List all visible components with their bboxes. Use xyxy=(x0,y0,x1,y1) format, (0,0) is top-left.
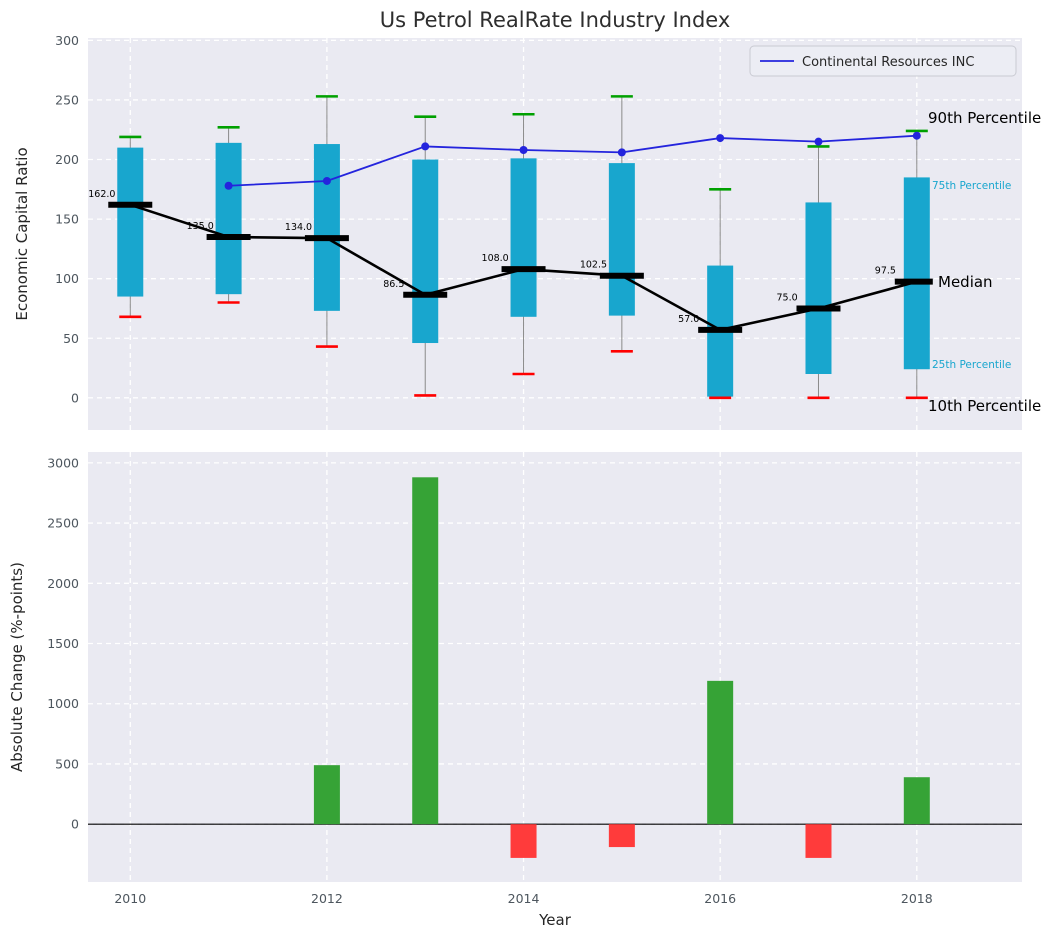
tick-labels: 0501001502002503000500100015002000250030… xyxy=(47,33,933,906)
top-y-axis-label: Economic Capital Ratio xyxy=(13,147,31,320)
change-bar xyxy=(805,824,832,858)
x-tick-label: 2012 xyxy=(311,891,343,906)
bottom-y-tick-label: 0 xyxy=(71,817,79,832)
top-y-tick-label: 100 xyxy=(55,271,79,286)
company-point xyxy=(912,131,921,140)
legend-box xyxy=(749,45,1017,77)
annotation-90th-percentile: 90th Percentile xyxy=(928,109,1041,127)
bottom-plot-content xyxy=(88,477,1022,858)
change-bar xyxy=(412,477,439,825)
top-y-tick-label: 0 xyxy=(71,390,79,405)
company-point xyxy=(322,176,331,185)
median-value-label: 57.0 xyxy=(678,314,699,325)
annotation-25th-percentile: 25th Percentile xyxy=(932,359,1011,371)
change-bar xyxy=(313,765,340,825)
top-y-tick-label: 250 xyxy=(55,92,79,107)
bottom-y-tick-label: 1500 xyxy=(47,636,79,651)
company-point xyxy=(224,181,233,190)
x-axis-label: Year xyxy=(538,911,572,929)
x-tick-label: 2018 xyxy=(901,891,933,906)
x-tick-label: 2014 xyxy=(508,891,540,906)
change-bar xyxy=(510,824,537,858)
change-bar xyxy=(608,824,635,848)
median-value-label: 86.5 xyxy=(383,279,404,290)
median-value-label: 97.5 xyxy=(875,266,896,277)
top-y-tick-label: 200 xyxy=(55,152,79,167)
top-y-tick-label: 300 xyxy=(55,33,79,48)
iqr-box xyxy=(313,144,340,311)
iqr-box xyxy=(412,159,439,344)
median-value-label: 135.0 xyxy=(187,221,214,232)
change-bar xyxy=(707,680,734,825)
median-value-label: 75.0 xyxy=(776,292,797,303)
bottom-y-tick-label: 2500 xyxy=(47,516,79,531)
change-bar xyxy=(903,777,930,825)
company-line xyxy=(228,134,917,187)
bottom-y-tick-label: 500 xyxy=(55,756,79,771)
x-tick-label: 2016 xyxy=(704,891,736,906)
chart-title: Us Petrol RealRate Industry Index xyxy=(380,8,731,32)
top-y-tick-label: 50 xyxy=(63,331,79,346)
x-tick-label: 2010 xyxy=(114,891,146,906)
company-point xyxy=(716,134,725,143)
company-point xyxy=(814,137,823,146)
median-value-label: 102.5 xyxy=(580,260,607,271)
iqr-box xyxy=(117,147,144,297)
top-plot-content: 162.0 135.0 134.0 86.5 108.0 102.5 57.0 75.0 97.… xyxy=(88,95,933,400)
iqr-box xyxy=(215,142,242,295)
median-value-label: 162.0 xyxy=(88,189,115,200)
median-value-label: 134.0 xyxy=(285,222,312,233)
company-point xyxy=(617,148,626,157)
company-point xyxy=(421,142,430,151)
iqr-box xyxy=(510,158,537,317)
bottom-y-tick-label: 2000 xyxy=(47,576,79,591)
legend: Continental Resources INC xyxy=(749,45,1017,77)
iqr-box xyxy=(805,202,832,374)
iqr-box xyxy=(903,177,930,370)
annotation-10th-percentile: 10th Percentile xyxy=(928,397,1041,415)
bottom-y-tick-label: 3000 xyxy=(47,455,79,470)
top-y-tick-label: 150 xyxy=(55,212,79,227)
iqr-box xyxy=(608,163,635,316)
median-value-label: 108.0 xyxy=(482,253,509,264)
bottom-y-axis-label: Absolute Change (%-points) xyxy=(8,562,26,772)
bottom-axes-background xyxy=(88,452,1022,882)
annotation-75th-percentile: 75th Percentile xyxy=(932,180,1011,192)
legend-label: Continental Resources INC xyxy=(802,55,974,70)
bottom-y-tick-label: 1000 xyxy=(47,696,79,711)
annotation-median: Median xyxy=(938,273,993,291)
company-point xyxy=(519,146,528,154)
